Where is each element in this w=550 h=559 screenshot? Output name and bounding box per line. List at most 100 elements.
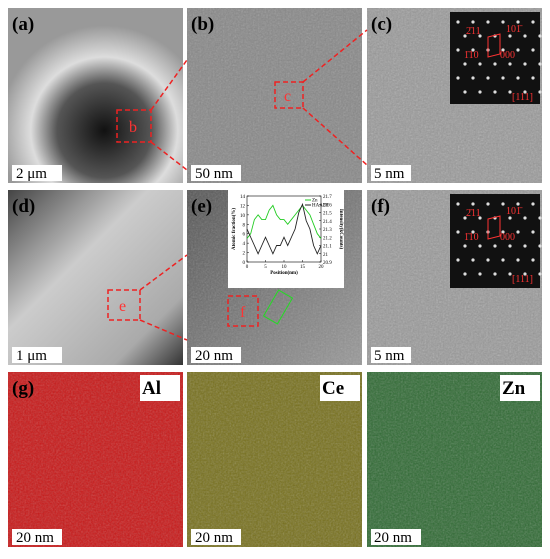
y2-tick-label: 21.2 (323, 236, 332, 241)
diffraction-spot (516, 76, 520, 80)
diffraction-spot (523, 34, 527, 38)
diffraction-spot (531, 20, 535, 24)
diffraction-spot (516, 230, 520, 234)
diffraction-label: [111] (512, 274, 533, 285)
y-tick-label: 6 (243, 233, 246, 238)
diffraction-spot (456, 20, 460, 24)
diffraction-spot (463, 62, 467, 66)
diffraction-spot (523, 272, 527, 276)
diffraction-spot (463, 216, 467, 220)
series-line (246, 202, 322, 255)
panel-label: (g) (12, 378, 34, 399)
scale-label: 50 nm (195, 166, 233, 182)
diffraction-spot (538, 34, 542, 38)
diffraction-spot (456, 258, 460, 262)
diffraction-spot (531, 202, 535, 206)
y2-tick-label: 21.5 (323, 212, 332, 217)
panel-images (8, 8, 542, 547)
diffraction-spot (456, 48, 460, 52)
diffraction-spot (486, 258, 490, 262)
panel-label: (a) (12, 14, 34, 35)
x-tick-label: 20 (319, 265, 325, 270)
x-tick-label: 10 (282, 265, 288, 270)
y-tick-label: 2 (243, 252, 246, 257)
y-tick-label: 14 (240, 195, 246, 200)
scale-label: 20 nm (16, 530, 54, 546)
unit-cell (487, 33, 501, 58)
diffraction-spot (523, 90, 527, 94)
diffraction-spot (501, 230, 505, 234)
diffraction-spot (463, 244, 467, 248)
element-label: Zn (502, 378, 526, 399)
diffraction-spot (478, 34, 482, 38)
scale-label: 5 nm (374, 348, 405, 364)
diffraction-spot (463, 90, 467, 94)
x-tick-label: 5 (264, 265, 267, 270)
diffraction-spot (508, 90, 512, 94)
diffraction-spot (471, 230, 475, 234)
scale-label: 5 nm (374, 166, 405, 182)
diffraction-spot (471, 48, 475, 52)
diffraction-spot (516, 258, 520, 262)
diffraction-spot (523, 244, 527, 248)
diffraction-spot (516, 48, 520, 52)
legend-label: Zn (312, 199, 318, 204)
diffraction-spot (478, 90, 482, 94)
legend-label: HAADF (312, 204, 329, 209)
y-tick-label: 4 (243, 242, 246, 247)
scale-label: 20 nm (195, 530, 233, 546)
diffraction-labels: 2̄11 101̄ 1̄10 000 [111] 2̄11 101̄ 1̄10 000 [111] (456, 20, 542, 285)
diffraction-spot (531, 76, 535, 80)
diffraction-spot (508, 216, 512, 220)
diffraction-spot (538, 62, 542, 66)
diffraction-spot (531, 258, 535, 262)
diffraction-spot (493, 90, 497, 94)
diffraction-label: 101̄ (506, 24, 523, 35)
diffraction-spot (471, 20, 475, 24)
panel-label: (f) (371, 196, 390, 217)
diffraction-spot (478, 216, 482, 220)
panel-label: (e) (191, 196, 212, 217)
box-label: b (129, 119, 137, 136)
element-label: Ce (322, 378, 344, 399)
y2-axis-label: Intensity(kCounts) (338, 209, 343, 250)
diffraction-spot (508, 34, 512, 38)
diffraction-spot (501, 76, 505, 80)
diffraction-spot (456, 202, 460, 206)
labels: (a) (b) (c) (d) (e) (f) (g) Al Ce Zn 2 μ… (12, 14, 526, 546)
diffraction-spot (501, 20, 505, 24)
diffraction-spot (523, 62, 527, 66)
diffraction-spot (478, 62, 482, 66)
y2-tick-label: 20.9 (323, 261, 332, 266)
diffraction-spot (508, 244, 512, 248)
box-label: c (284, 88, 291, 105)
y2-tick-label: 21.3 (323, 228, 332, 233)
diffraction-spot (486, 202, 490, 206)
diffraction-spot (501, 48, 505, 52)
diffraction-spot (493, 62, 497, 66)
diffraction-label: 000 (500, 50, 515, 61)
diffraction-spot (516, 202, 520, 206)
y-tick-label: 10 (240, 214, 246, 219)
diffraction-label: 2̄11 (466, 208, 481, 219)
x-tick-label: 15 (300, 265, 306, 270)
diffraction-spot (471, 76, 475, 80)
inset-chart: 0 2 4 6 8 10 12 14 20.9 21 21.1 21.2 21.3 21.4 21.5 21.… (228, 190, 344, 288)
diffraction-spot (538, 244, 542, 248)
diffraction-label: [111] (512, 92, 533, 103)
diffraction-spot (501, 202, 505, 206)
box-label: f (240, 304, 246, 321)
diffraction-spot (501, 258, 505, 262)
diffraction-spot (493, 244, 497, 248)
scale-label: 20 nm (195, 348, 233, 364)
scale-label: 2 μm (16, 166, 47, 182)
unit-cell (487, 215, 501, 240)
diffraction-spot (463, 34, 467, 38)
panel-label: (d) (12, 196, 35, 217)
y2-tick-label: 21.1 (323, 245, 332, 250)
diffraction-label: 2̄11 (466, 26, 481, 37)
diffraction-label: 1̄10 (464, 50, 479, 61)
diffraction-spot (508, 62, 512, 66)
